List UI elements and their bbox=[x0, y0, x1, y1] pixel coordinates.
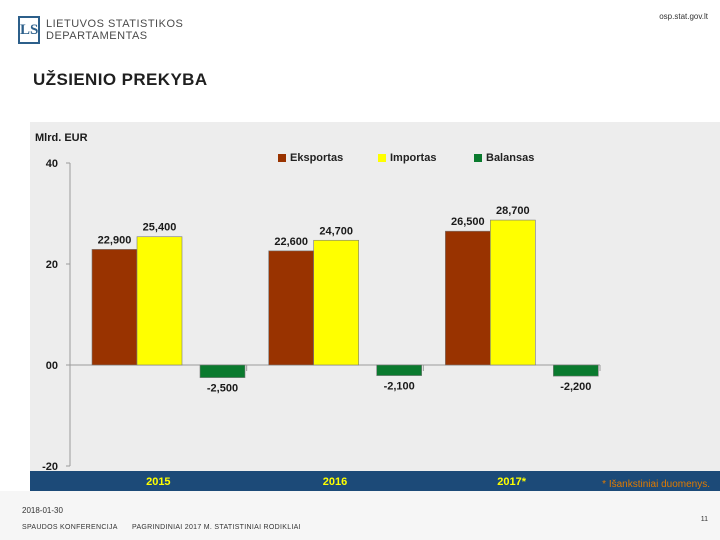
y-tick-label: 20 bbox=[46, 259, 58, 271]
bar-importas-0 bbox=[136, 236, 183, 366]
y-tick-label: -20 bbox=[42, 461, 58, 473]
page-number: 11 bbox=[700, 516, 708, 523]
legend-label-eksportas: Eksportas bbox=[290, 152, 344, 164]
footer-topic: PAGRINDINIAI 2017 M. STATISTINIAI RODIKL… bbox=[132, 524, 301, 531]
data-label-eksportas-1: 22,600 bbox=[274, 236, 308, 248]
bar-eksportas-1 bbox=[268, 250, 314, 366]
bar-eksportas-2 bbox=[445, 230, 491, 366]
y-axis-label: Mlrd. EUR bbox=[35, 132, 88, 144]
department-logo[interactable]: LS LIETUVOS STATISTIKOS DEPARTAMENTAS bbox=[18, 14, 183, 48]
bar-importas-2 bbox=[490, 219, 536, 366]
data-label-importas-0: 25,400 bbox=[143, 222, 177, 234]
logo-mark: LS bbox=[18, 16, 40, 44]
slide-title: UŽSIENIO PREKYBA bbox=[33, 70, 208, 89]
site-url-link[interactable]: osp.stat.gov.lt bbox=[659, 12, 708, 21]
bar-importas-1 bbox=[313, 239, 359, 366]
bar-balansas-0 bbox=[199, 364, 246, 378]
org-name-line2: DEPARTAMENTAS bbox=[46, 30, 148, 42]
footer-event: SPAUDOS KONFERENCIJA bbox=[22, 524, 118, 531]
logo-text: LIETUVOS STATISTIKOS DEPARTAMENTAS bbox=[46, 18, 186, 42]
data-label-balansas-2: -2,200 bbox=[560, 381, 591, 393]
chart-layer: 40 20 00 -20 22,900 25,400 -2,500 2015 22,600 24,… bbox=[42, 158, 601, 488]
footer-band bbox=[0, 491, 720, 540]
footer-date: 2018-01-30 bbox=[22, 506, 63, 515]
data-label-balansas-0: -2,500 bbox=[207, 383, 238, 395]
bar-eksportas-0 bbox=[91, 249, 138, 366]
legend-item-eksportas: Eksportas bbox=[278, 152, 343, 164]
org-name-line1: LIETUVOS STATISTIKOS bbox=[46, 18, 184, 30]
category-label-0: 2015 bbox=[146, 476, 170, 488]
legend-swatch-balansas bbox=[474, 154, 482, 163]
legend-label-balansas: Balansas bbox=[486, 152, 535, 164]
preliminary-data-note: * Išankstiniai duomenys. bbox=[602, 479, 710, 490]
legend-item-balansas: Balansas bbox=[474, 152, 534, 164]
legend-item-importas: Importas bbox=[378, 152, 436, 164]
category-axis-band bbox=[30, 471, 720, 491]
bar-balansas-2 bbox=[553, 364, 599, 377]
legend-label-importas: Importas bbox=[390, 152, 437, 164]
y-tick-label: 00 bbox=[46, 360, 58, 372]
data-label-eksportas-0: 22,900 bbox=[98, 234, 132, 246]
y-tick-label: 40 bbox=[46, 158, 58, 170]
data-label-balansas-1: -2,100 bbox=[384, 381, 415, 393]
data-label-importas-2: 28,700 bbox=[496, 205, 530, 217]
category-label-1: 2016 bbox=[323, 476, 347, 488]
legend-swatch-importas bbox=[378, 154, 386, 163]
data-label-eksportas-2: 26,500 bbox=[451, 216, 485, 228]
category-label-2: 2017* bbox=[497, 476, 526, 488]
bar-balansas-1 bbox=[376, 364, 422, 376]
legend-swatch-eksportas bbox=[278, 154, 286, 163]
data-label-importas-1: 24,700 bbox=[319, 225, 353, 237]
